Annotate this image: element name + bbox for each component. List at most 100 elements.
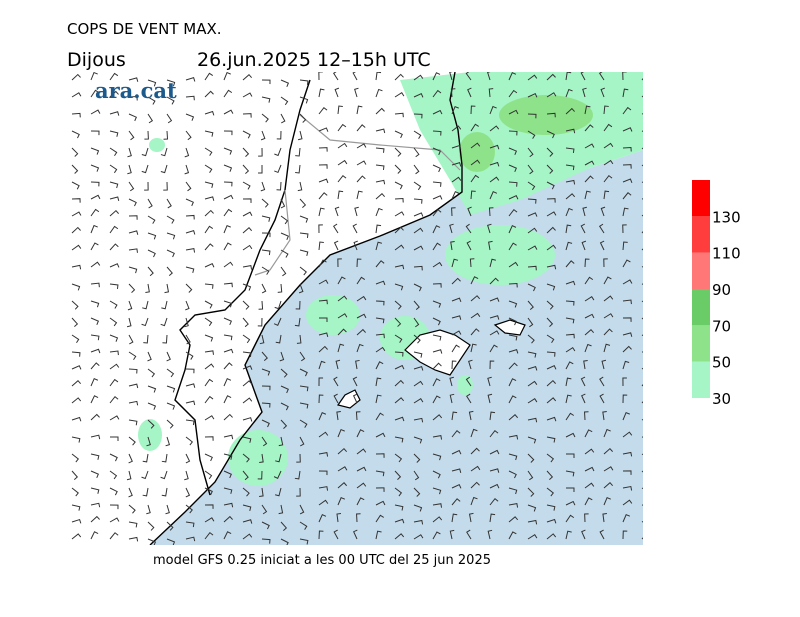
wind-barb	[128, 215, 138, 220]
wind-barb	[242, 211, 253, 217]
wind-barb	[242, 147, 250, 157]
wind-barb	[470, 428, 478, 438]
wind-barb	[432, 453, 442, 461]
wind-barb	[470, 447, 480, 455]
wind-barb	[603, 496, 611, 506]
wind-barb	[144, 181, 149, 191]
wind-barb	[166, 113, 173, 124]
wind-barb	[508, 348, 519, 354]
wind-barb	[204, 378, 214, 387]
wind-barb	[565, 500, 576, 506]
wind-barb	[527, 147, 534, 158]
wind-barb	[470, 105, 476, 115]
wind-barb	[527, 283, 536, 292]
wind-barb	[451, 330, 462, 336]
wind-barb	[622, 499, 633, 506]
wind-barb	[242, 351, 252, 358]
wind-barb	[299, 96, 309, 104]
wind-barb	[128, 230, 139, 235]
wind-barb	[641, 113, 643, 115]
wind-barb	[294, 470, 301, 480]
wind-barb	[337, 447, 348, 455]
wind-barb	[622, 411, 630, 421]
wind-barb	[508, 378, 517, 387]
wind-barb	[508, 225, 517, 234]
wind-barb	[451, 277, 461, 285]
wind-barb	[394, 317, 402, 327]
wind-barb	[204, 317, 213, 327]
wind-barb	[546, 73, 556, 81]
wind-barb	[185, 536, 196, 542]
wind-barb	[353, 240, 358, 251]
wind-barb	[488, 88, 494, 98]
wind-barb	[489, 468, 500, 473]
wind-barb	[356, 466, 367, 472]
wind-barb	[128, 130, 135, 141]
wind-areas-strong	[459, 95, 593, 172]
wind-barb	[489, 360, 495, 370]
wind-barb	[204, 262, 215, 268]
wind-barb	[641, 198, 643, 200]
wind-barb	[261, 538, 271, 544]
wind-barb	[527, 365, 538, 371]
wind-barb	[603, 343, 611, 353]
wind-barb	[166, 402, 176, 410]
wind-barb	[166, 521, 174, 531]
wind-barb	[432, 531, 441, 540]
wind-barb	[141, 470, 149, 480]
wind-barb	[375, 500, 386, 506]
wind-barb	[489, 330, 500, 336]
wind-barb	[508, 531, 517, 540]
wind-barb	[468, 512, 474, 523]
wind-barb	[318, 106, 328, 115]
wind-barb	[204, 209, 214, 217]
wind-barb	[413, 212, 424, 217]
wind-barb	[375, 530, 382, 540]
wind-barb	[394, 92, 405, 98]
wind-barb	[299, 402, 309, 409]
wind-barb	[432, 181, 442, 187]
wind-barb	[565, 72, 572, 81]
colorbar-label: 130	[712, 208, 741, 226]
wind-barb	[470, 174, 480, 183]
wind-barb	[332, 72, 339, 81]
wind-barb	[641, 367, 643, 370]
wind-barb	[259, 487, 264, 497]
wind-barb	[185, 300, 190, 311]
wind-barb	[161, 453, 168, 463]
wind-barb	[160, 317, 168, 327]
wind-barb	[165, 504, 170, 515]
wind-barb	[71, 283, 81, 291]
wind-barb	[318, 360, 326, 370]
wind-barb	[166, 215, 175, 224]
wind-barb	[375, 107, 385, 115]
wind-barb	[166, 419, 174, 429]
wind-barb	[432, 503, 443, 508]
wind-barb	[565, 470, 575, 477]
wind-barb	[71, 453, 80, 463]
wind-barb	[546, 334, 555, 343]
wind-barb	[299, 538, 309, 545]
border	[254, 114, 461, 276]
wind-barb	[261, 215, 271, 222]
colorbar-label: 50	[712, 354, 731, 372]
wind-barb	[318, 207, 325, 217]
wind-barb	[333, 223, 339, 234]
wind-barb	[71, 244, 82, 251]
wind-barb	[71, 504, 81, 511]
wind-barb	[603, 258, 608, 268]
wind-barb	[508, 261, 519, 268]
wind-barb	[299, 249, 309, 256]
wind-barb	[546, 211, 557, 217]
footer: model GFS 0.25 iniciat a les 00 UTC del …	[153, 553, 491, 568]
wind-barb	[565, 514, 575, 523]
wind-barb	[565, 107, 575, 115]
wind-barb	[470, 142, 481, 149]
wind-barb	[508, 72, 517, 81]
wind-barb	[185, 419, 195, 426]
wind-barb	[318, 299, 328, 305]
wind-barb	[204, 395, 214, 404]
wind-barb	[432, 362, 442, 370]
wind-barb	[223, 362, 233, 370]
wind-barb	[487, 393, 493, 404]
